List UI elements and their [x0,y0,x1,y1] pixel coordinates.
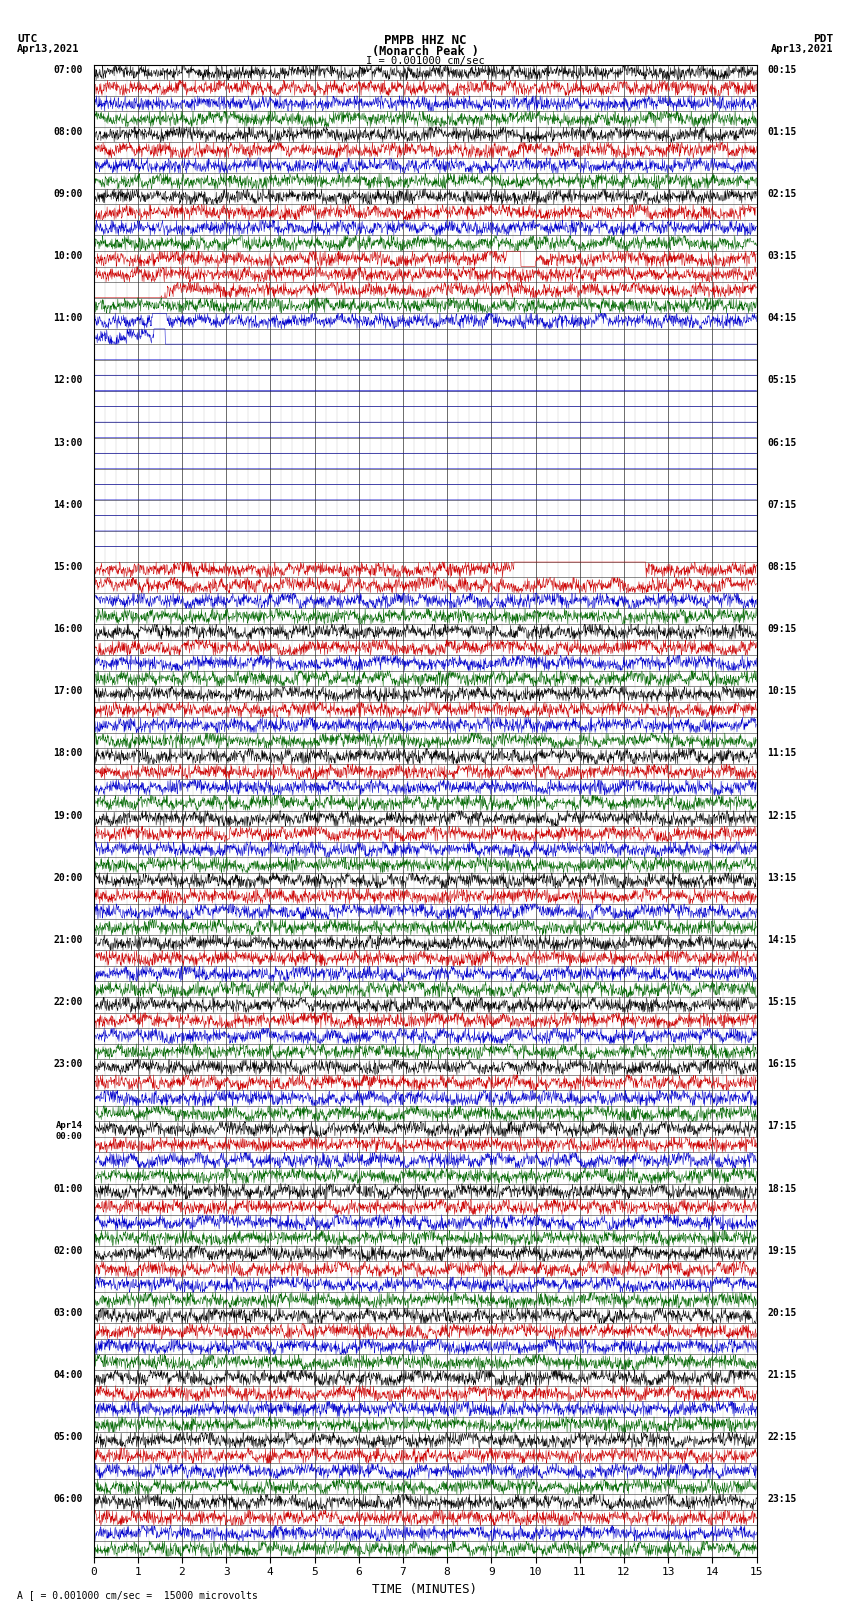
Text: 15:15: 15:15 [768,997,797,1007]
Text: 19:15: 19:15 [768,1245,797,1255]
Text: 04:00: 04:00 [53,1369,82,1381]
Text: 01:15: 01:15 [768,127,797,137]
Text: A [ = 0.001000 cm/sec =  15000 microvolts: A [ = 0.001000 cm/sec = 15000 microvolts [17,1590,258,1600]
Text: Apr13,2021: Apr13,2021 [770,44,833,53]
Text: 12:15: 12:15 [768,811,797,821]
Text: 13:00: 13:00 [53,437,82,447]
Text: 10:00: 10:00 [53,252,82,261]
Text: PMPB HHZ NC: PMPB HHZ NC [383,34,467,47]
Text: 21:00: 21:00 [53,936,82,945]
Text: 19:00: 19:00 [53,811,82,821]
Text: 04:15: 04:15 [768,313,797,323]
Text: 02:00: 02:00 [53,1245,82,1255]
Text: 15:00: 15:00 [53,561,82,573]
Text: 07:00: 07:00 [53,65,82,74]
Text: 16:15: 16:15 [768,1060,797,1069]
Text: 12:00: 12:00 [53,376,82,386]
Text: 16:00: 16:00 [53,624,82,634]
Text: 17:00: 17:00 [53,686,82,697]
Text: Apr13,2021: Apr13,2021 [17,44,80,53]
Text: 18:15: 18:15 [768,1184,797,1194]
Text: 08:00: 08:00 [53,127,82,137]
Text: 06:15: 06:15 [768,437,797,447]
Text: 22:15: 22:15 [768,1432,797,1442]
Text: 06:00: 06:00 [53,1494,82,1505]
Text: UTC: UTC [17,34,37,44]
Text: 11:15: 11:15 [768,748,797,758]
Text: 05:15: 05:15 [768,376,797,386]
Text: Apr14
00:00: Apr14 00:00 [55,1121,82,1140]
Text: 20:15: 20:15 [768,1308,797,1318]
Text: 10:15: 10:15 [768,686,797,697]
Text: 20:00: 20:00 [53,873,82,882]
Text: (Monarch Peak ): (Monarch Peak ) [371,45,479,58]
Text: 05:00: 05:00 [53,1432,82,1442]
Text: 00:15: 00:15 [768,65,797,74]
Text: 09:00: 09:00 [53,189,82,198]
Text: 18:00: 18:00 [53,748,82,758]
Text: 01:00: 01:00 [53,1184,82,1194]
Text: 09:15: 09:15 [768,624,797,634]
Text: 23:00: 23:00 [53,1060,82,1069]
Text: 03:00: 03:00 [53,1308,82,1318]
Text: PDT: PDT [813,34,833,44]
X-axis label: TIME (MINUTES): TIME (MINUTES) [372,1582,478,1595]
Text: 17:15: 17:15 [768,1121,797,1131]
Text: 14:15: 14:15 [768,936,797,945]
Text: 21:15: 21:15 [768,1369,797,1381]
Text: I = 0.001000 cm/sec: I = 0.001000 cm/sec [366,56,484,66]
Text: 22:00: 22:00 [53,997,82,1007]
Text: 11:00: 11:00 [53,313,82,323]
Text: 08:15: 08:15 [768,561,797,573]
Text: 23:15: 23:15 [768,1494,797,1505]
Text: 02:15: 02:15 [768,189,797,198]
Text: 07:15: 07:15 [768,500,797,510]
Text: 13:15: 13:15 [768,873,797,882]
Text: 14:00: 14:00 [53,500,82,510]
Text: 03:15: 03:15 [768,252,797,261]
